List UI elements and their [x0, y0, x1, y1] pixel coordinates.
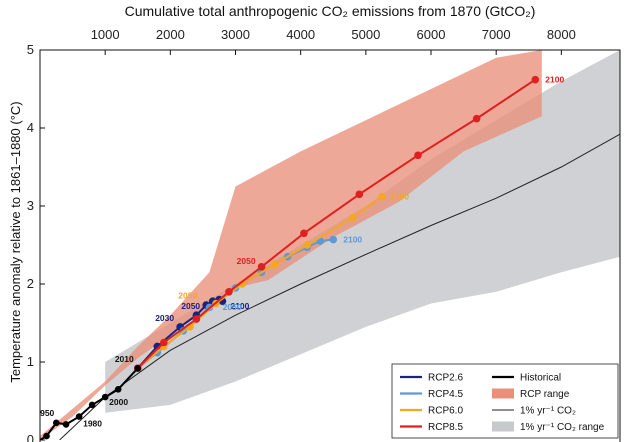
data-point: [472, 114, 481, 123]
range-band: [105, 50, 620, 413]
data-point: [52, 419, 60, 427]
year-label: 2100: [230, 301, 249, 311]
legend-label: RCP4.5: [428, 389, 463, 400]
data-point: [62, 421, 70, 428]
x-tick-label: 8000: [547, 27, 576, 42]
range-band: [40, 50, 542, 440]
year-label: 1950: [35, 408, 54, 418]
data-point: [160, 338, 168, 347]
y-tick-label: 2: [27, 276, 34, 291]
year-label: 2100: [390, 192, 409, 202]
series-line: [137, 78, 536, 369]
data-point: [114, 386, 122, 393]
data-point: [329, 235, 338, 244]
x-tick-label: 4000: [286, 27, 315, 42]
year-label: 2050: [223, 302, 242, 312]
y-axis-ticks: 0 1 2 3 4 5: [27, 42, 45, 442]
data-point: [134, 364, 142, 372]
data-point: [43, 432, 50, 440]
legend-label: RCP range: [520, 389, 570, 400]
y-tick-label: 4: [27, 120, 34, 135]
data-point: [531, 75, 540, 84]
x-tick-label: 1000: [91, 27, 120, 42]
data-point: [75, 413, 83, 420]
y-tick-label: 5: [27, 42, 34, 57]
data-point: [192, 315, 201, 323]
legend-label: 1% yr⁻¹ CO₂: [520, 406, 576, 417]
y-tick-label: 3: [27, 198, 34, 213]
year-label: 2050: [181, 301, 200, 311]
year-label: 2050: [237, 256, 256, 266]
legend-label: RCP6.0: [428, 406, 463, 417]
year-label: 2000: [109, 397, 128, 407]
legend-swatch: [492, 421, 514, 432]
legend-label: Historical: [520, 373, 561, 384]
chart-title: Cumulative total anthropogenic CO₂ emiss…: [125, 3, 536, 19]
plot-frame: [39, 49, 621, 442]
data-point: [101, 393, 109, 401]
legend-label: RCP2.6: [428, 373, 463, 384]
data-point: [378, 192, 386, 201]
data-point: [270, 260, 279, 269]
series-line: [59, 133, 620, 440]
legend-swatch: [492, 388, 514, 399]
range-bands: [40, 50, 620, 440]
y-axis-label: Temperature anomaly relative to 1861–188…: [8, 101, 23, 382]
x-tick-label: 2000: [156, 27, 185, 42]
x-axis-ticks: 1000 2000 3000 4000 5000 6000 7000 8000: [91, 27, 576, 55]
series-lines: [40, 75, 620, 440]
x-tick-label: 7000: [482, 27, 511, 42]
legend: RCP2.6 RCP4.5 RCP6.0 RCP8.5 Historical RCP ra…: [391, 363, 619, 439]
x-tick-label: 5000: [351, 27, 380, 42]
legend-label: RCP8.5: [428, 422, 463, 433]
year-label: 2050: [178, 291, 197, 301]
x-tick-label: 6000: [417, 27, 446, 42]
data-point: [88, 401, 96, 409]
data-point: [349, 213, 357, 222]
x-tick-label: 3000: [221, 27, 250, 42]
data-point: [225, 288, 233, 296]
data-point: [300, 229, 308, 238]
year-label: 2030: [155, 313, 174, 323]
data-point: [355, 190, 364, 199]
year-label: 2100: [545, 75, 564, 85]
y-tick-label: 0: [27, 432, 34, 442]
data-point: [414, 151, 422, 160]
year-label: 2010: [115, 354, 134, 364]
year-label: 2100: [343, 235, 362, 245]
data-point: [303, 241, 311, 249]
legend-label: 1% yr⁻¹ CO₂ range: [520, 422, 605, 433]
data-point: [257, 263, 266, 271]
y-tick-label: 1: [27, 354, 34, 369]
year-label: 1980: [83, 419, 102, 429]
